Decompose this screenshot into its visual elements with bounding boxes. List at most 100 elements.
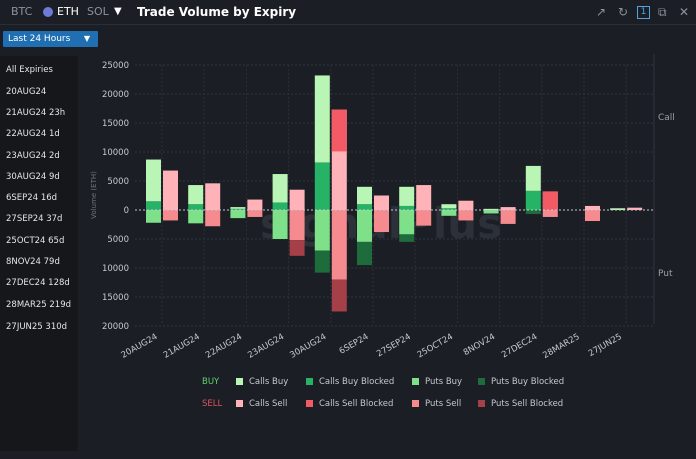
bar-puts-buy: [188, 210, 204, 224]
legend-item-calls-buy[interactable]: Calls Buy: [249, 377, 289, 387]
legend-swatch-puts-sell: [412, 400, 419, 407]
popout-icon[interactable]: ⧉: [658, 5, 667, 19]
sidebar-item[interactable]: 27JUN25 310d: [6, 322, 68, 332]
sidebar-item[interactable]: 25OCT24 65d: [6, 236, 65, 246]
y-tick-label: 5000: [107, 177, 129, 187]
layout-count-badge[interactable]: 1: [637, 6, 650, 19]
bar-calls-sell: [247, 199, 263, 210]
bar-calls-buy-blocked: [525, 190, 541, 210]
bar-puts-buy-blocked: [357, 241, 372, 266]
y-tick-label: 15000: [102, 119, 129, 129]
sidebar-item-all[interactable]: All Expiries: [6, 65, 53, 75]
y-axis-label: Volume (ETH): [90, 171, 98, 219]
bar-calls-sell-blocked: [331, 109, 347, 152]
legend-item-calls-sell-blocked[interactable]: Calls Sell Blocked: [319, 399, 394, 409]
y-tick-label: 0: [124, 206, 129, 216]
time-filter-label: Last 24 Hours: [8, 34, 71, 44]
bar-calls-sell: [374, 195, 389, 210]
bar-calls-buy: [272, 174, 288, 203]
x-tick-label: 25OCT24: [416, 332, 455, 360]
bar-calls-sell: [331, 109, 347, 210]
sidebar-item[interactable]: 30AUG24 9d: [6, 172, 60, 182]
bar-puts-buy: [357, 210, 372, 242]
time-filter-dropdown[interactable]: Last 24 Hours ▼: [3, 31, 98, 47]
close-icon[interactable]: ✕: [679, 5, 690, 19]
y-tick-label: 20000: [102, 90, 129, 100]
bar-puts-sell: [247, 210, 263, 217]
asset-tab-eth[interactable]: ETH: [57, 5, 79, 18]
legend-swatch-puts-buy: [412, 378, 419, 385]
watermark: signalPlus: [260, 199, 502, 248]
bar-calls-buy: [357, 186, 372, 205]
buy-label-text: BUY: [202, 377, 220, 387]
eth-icon: [43, 7, 53, 17]
bar-calls-buy-blocked: [188, 204, 204, 210]
bar-calls-buy-blocked: [441, 208, 457, 210]
y-tick-label: 10000: [102, 148, 129, 158]
asset-tab-sol[interactable]: SOL: [87, 5, 109, 18]
bar-puts-sell-blocked: [331, 279, 347, 312]
bar-calls-sell: [416, 185, 432, 210]
y-tick-label: 5000: [107, 235, 129, 245]
call-side-label: Call: [658, 113, 675, 123]
bar-puts-sell: [585, 210, 600, 222]
sidebar-item[interactable]: 6SEP24 16d: [6, 193, 58, 203]
sidebar-item[interactable]: 22AUG24 1d: [6, 129, 60, 139]
bar-calls-sell-blocked: [542, 191, 558, 210]
bar-calls-buy: [314, 75, 330, 163]
bar-calls-sell: [542, 191, 558, 210]
bar-puts-sell: [500, 210, 516, 224]
sidebar-item[interactable]: 21AUG24 23h: [6, 108, 66, 118]
asset-dropdown-caret-icon[interactable]: ▼: [114, 6, 122, 17]
bar-puts-buy: [230, 210, 246, 219]
bar-puts-sell: [542, 210, 558, 217]
bar-calls-sell: [585, 205, 600, 210]
legend-buy-label: BUY: [202, 377, 219, 387]
asset-tab-btc[interactable]: BTC: [11, 5, 33, 18]
legend-item-calls-sell[interactable]: Calls Sell: [249, 399, 288, 409]
bar-puts-buy: [441, 210, 457, 216]
refresh-icon[interactable]: ↻: [618, 5, 629, 19]
x-tick-label: 30AUG24: [288, 332, 328, 361]
x-tick-label: 6SEP24: [338, 332, 371, 357]
bar-calls-buy: [441, 204, 457, 209]
bar-calls-buy: [188, 185, 204, 205]
legend-item-puts-buy-blocked[interactable]: Puts Buy Blocked: [491, 377, 565, 387]
legend-item-puts-sell-blocked[interactable]: Puts Sell Blocked: [491, 399, 564, 409]
legend-sell-label: SELL: [202, 399, 222, 409]
sidebar-item[interactable]: 28MAR25 219d: [6, 300, 72, 310]
chevron-down-icon: ▼: [83, 34, 90, 43]
legend-item-puts-sell[interactable]: Puts Sell: [425, 399, 462, 409]
bar-puts-sell: [416, 210, 432, 226]
plot-background: [78, 54, 654, 324]
share-icon[interactable]: ↗: [596, 5, 607, 19]
bar-calls-sell: [289, 189, 305, 210]
legend-swatch-calls-buy: [236, 378, 243, 385]
bar-puts-sell: [205, 210, 221, 227]
bar-puts-sell: [458, 210, 474, 221]
legend-swatch-puts-sell-blocked: [478, 400, 485, 407]
bar-calls-sell: [163, 170, 178, 210]
bar-calls-buy: [610, 208, 626, 210]
bar-calls-buy-blocked: [357, 204, 372, 210]
sidebar-item[interactable]: 23AUG24 2d: [6, 151, 60, 161]
legend-item-calls-buy-blocked[interactable]: Calls Buy Blocked: [319, 377, 395, 387]
page-title: Trade Volume by Expiry: [137, 5, 297, 19]
bar-calls-buy-blocked: [399, 205, 415, 210]
bar-calls-sell: [458, 200, 474, 210]
bar-calls-buy: [399, 186, 415, 206]
x-tick-label: 23AUG24: [246, 332, 286, 361]
x-tick-label: 20AUG24: [120, 332, 160, 361]
bar-puts-buy: [483, 210, 499, 214]
bar-puts-sell: [163, 210, 178, 221]
y-tick-label: 15000: [102, 293, 129, 303]
bar-puts-sell: [374, 210, 389, 233]
sidebar-item[interactable]: 8NOV24 79d: [6, 257, 60, 267]
sell-label-text: SELL: [202, 399, 223, 409]
y-tick-label: 20000: [102, 322, 129, 332]
legend-item-puts-buy[interactable]: Puts Buy: [425, 377, 463, 387]
sidebar-item[interactable]: 27SEP24 37d: [6, 214, 63, 224]
sidebar-item[interactable]: 20AUG24: [6, 87, 47, 97]
sidebar-item[interactable]: 27DEC24 128d: [6, 278, 70, 288]
